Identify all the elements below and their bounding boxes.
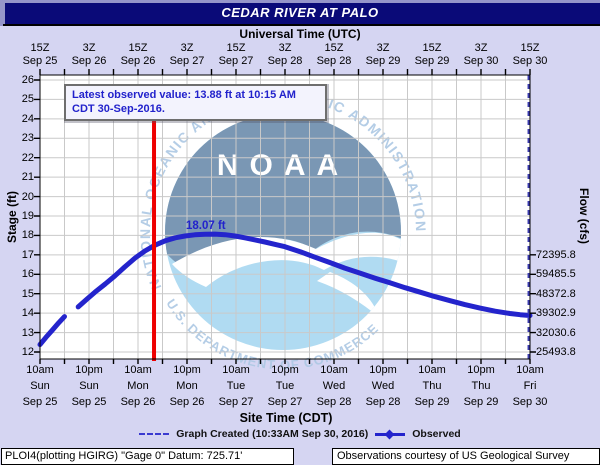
axis-ticks (34, 69, 536, 364)
noaa-logo-wordmark: NOAA (217, 149, 349, 182)
bottom-axis-title: Site Time (CDT) (239, 411, 333, 425)
legend: Graph Created (10:33AM Sep 30, 2016) Obs… (0, 428, 600, 440)
graph-created-swatch (139, 433, 170, 435)
latest-observed-line1: Latest observed value: 13.88 ft at 10:15… (72, 89, 296, 101)
observations-credit-box: Observations courtesy of US Geological S… (332, 448, 600, 465)
latest-observed-line2: CDT 30-Sep-2016. (72, 103, 165, 115)
observed-swatch (375, 429, 406, 439)
observed-diamond-icon (384, 429, 395, 439)
observed-label: Observed (412, 428, 461, 440)
title-bar-shadow (3, 24, 600, 26)
left-axis-title: Stage (ft) (5, 191, 19, 243)
title-bar (5, 3, 600, 24)
latest-observed-callout: Latest observed value: 13.88 ft at 10:15… (64, 84, 327, 121)
observed-curve (37, 231, 533, 348)
page-title: CEDAR RIVER AT PALO (221, 5, 379, 20)
plot-grid (40, 75, 530, 359)
top-axis-title: Universal Time (UTC) (239, 27, 361, 41)
right-axis-title: Flow (cfs) (577, 188, 591, 244)
gage-info-box: PLOI4(plotting HGIRG) "Gage 0" Datum: 72… (1, 448, 294, 465)
noaa-logo-gull-tail (317, 272, 380, 318)
peak-value-label: 18.07 ft (186, 220, 226, 232)
noaa-logo-gull-wing (172, 232, 401, 287)
graph-created-label: Graph Created (10:33AM Sep 30, 2016) (176, 428, 369, 440)
